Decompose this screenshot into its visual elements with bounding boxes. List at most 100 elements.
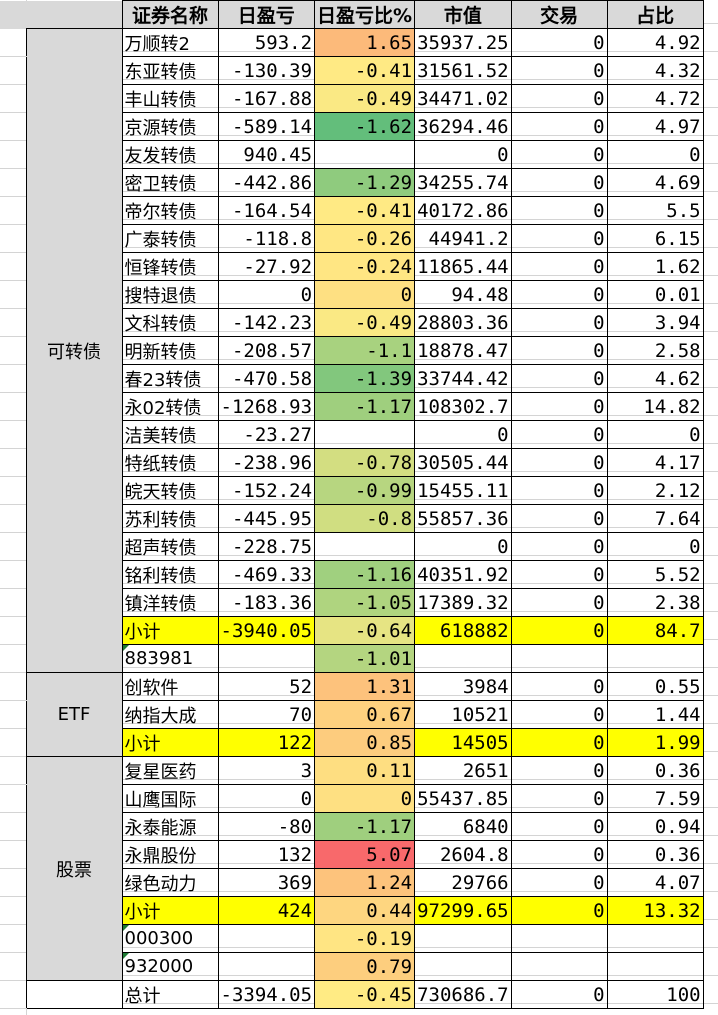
cell-name[interactable]: 万顺转2 — [121, 28, 219, 57]
cell-trade[interactable]: 0 — [510, 504, 608, 533]
cell-name[interactable]: 超声转债 — [121, 532, 219, 561]
cell-trade[interactable]: 0 — [510, 336, 608, 365]
cell-trade[interactable]: 0 — [510, 840, 608, 869]
cell-name[interactable]: 搜特退债 — [121, 280, 219, 309]
cell-market-value[interactable]: 11865.44 — [414, 252, 512, 281]
cell-daily-pnl[interactable]: -208.57 — [217, 336, 316, 365]
cell-trade[interactable]: 0 — [510, 280, 608, 309]
cell-trade[interactable]: 0 — [510, 364, 608, 393]
cell-trade[interactable]: 0 — [510, 168, 608, 197]
cell-trade[interactable]: 0 — [510, 476, 608, 505]
cell-daily-pnl-pct[interactable]: -0.99 — [314, 476, 416, 505]
cell-market-value[interactable]: 0 — [414, 140, 512, 169]
cell-ratio[interactable]: 1.99 — [606, 728, 704, 757]
cell-name[interactable]: 广泰转债 — [121, 224, 219, 253]
cell-daily-pnl-pct[interactable]: 0.67 — [314, 700, 416, 729]
cell-trade[interactable]: 0 — [510, 420, 608, 449]
cell-market-value[interactable] — [414, 952, 512, 981]
cell-ratio[interactable]: 0.01 — [606, 280, 704, 309]
cell-ratio[interactable]: 0 — [606, 420, 704, 449]
cell-trade[interactable]: 0 — [510, 84, 608, 113]
cell-ratio[interactable]: 1.44 — [606, 700, 704, 729]
cell-daily-pnl[interactable]: 0 — [217, 280, 316, 309]
header-market-value[interactable]: 市值 — [414, 0, 512, 29]
cell-trade[interactable] — [510, 644, 608, 673]
cell-name[interactable]: 特纸转债 — [121, 448, 219, 477]
cell-daily-pnl-pct[interactable]: -0.24 — [314, 252, 416, 281]
cell-daily-pnl[interactable]: -164.54 — [217, 196, 316, 225]
cell-name[interactable]: 洁美转债 — [121, 420, 219, 449]
cell-name[interactable]: 小计 — [121, 896, 219, 925]
cell-market-value[interactable]: 40351.92 — [414, 560, 512, 589]
cell-market-value[interactable]: 55857.36 — [414, 504, 512, 533]
header-ratio[interactable]: 占比 — [606, 0, 704, 29]
cell-daily-pnl-pct[interactable]: -1.05 — [314, 588, 416, 617]
cell-daily-pnl-pct[interactable] — [314, 140, 416, 169]
cell-market-value[interactable]: 2651 — [414, 756, 512, 785]
cell-market-value[interactable]: 34255.74 — [414, 168, 512, 197]
cell-daily-pnl-pct[interactable] — [314, 420, 416, 449]
cell-trade[interactable]: 0 — [510, 728, 608, 757]
group-label[interactable]: 股票 — [25, 756, 123, 981]
cell-daily-pnl[interactable]: -445.95 — [217, 504, 316, 533]
cell-daily-pnl[interactable]: -3394.05 — [217, 980, 316, 1009]
cell-daily-pnl[interactable] — [217, 952, 316, 981]
cell-daily-pnl-pct[interactable] — [314, 532, 416, 561]
cell-trade[interactable]: 0 — [510, 140, 608, 169]
cell-market-value[interactable]: 97299.65 — [414, 896, 512, 925]
cell-trade[interactable]: 0 — [510, 980, 608, 1009]
cell-daily-pnl[interactable]: 70 — [217, 700, 316, 729]
cell-daily-pnl[interactable]: -442.86 — [217, 168, 316, 197]
header-trade[interactable]: 交易 — [510, 0, 608, 29]
cell-name[interactable]: 文科转债 — [121, 308, 219, 337]
cell-ratio[interactable]: 0.36 — [606, 840, 704, 869]
cell-daily-pnl-pct[interactable]: -0.78 — [314, 448, 416, 477]
cell-ratio[interactable] — [606, 644, 704, 673]
cell-daily-pnl[interactable]: 593.2 — [217, 28, 316, 57]
cell-daily-pnl[interactable]: -469.33 — [217, 560, 316, 589]
cell-market-value[interactable]: 29766 — [414, 868, 512, 897]
cell-ratio[interactable]: 5.52 — [606, 560, 704, 589]
cell-daily-pnl[interactable]: -3940.05 — [217, 616, 316, 645]
cell-market-value[interactable]: 36294.46 — [414, 112, 512, 141]
cell-daily-pnl[interactable]: -589.14 — [217, 112, 316, 141]
cell-market-value[interactable]: 14505 — [414, 728, 512, 757]
cell-market-value[interactable]: 94.48 — [414, 280, 512, 309]
cell-daily-pnl[interactable]: -183.36 — [217, 588, 316, 617]
cell-name[interactable]: 友发转债 — [121, 140, 219, 169]
cell-name[interactable]: 000300 — [121, 924, 219, 953]
cell-daily-pnl[interactable] — [217, 644, 316, 673]
cell-ratio[interactable]: 4.69 — [606, 168, 704, 197]
cell-daily-pnl-pct[interactable]: -1.17 — [314, 392, 416, 421]
cell-daily-pnl-pct[interactable]: -0.26 — [314, 224, 416, 253]
cell-daily-pnl-pct[interactable]: -1.16 — [314, 560, 416, 589]
cell-name[interactable]: 山鹰国际 — [121, 784, 219, 813]
cell-daily-pnl-pct[interactable]: 1.31 — [314, 672, 416, 701]
cell-daily-pnl[interactable]: -27.92 — [217, 252, 316, 281]
cell-trade[interactable]: 0 — [510, 112, 608, 141]
cell-market-value[interactable]: 10521 — [414, 700, 512, 729]
cell-daily-pnl[interactable]: 122 — [217, 728, 316, 757]
cell-name[interactable]: 苏利转债 — [121, 504, 219, 533]
cell-name[interactable]: 密卫转债 — [121, 168, 219, 197]
cell-daily-pnl-pct[interactable]: -0.8 — [314, 504, 416, 533]
cell-daily-pnl[interactable]: 0 — [217, 784, 316, 813]
cell-trade[interactable]: 0 — [510, 784, 608, 813]
cell-daily-pnl-pct[interactable]: -1.17 — [314, 812, 416, 841]
cell-trade[interactable]: 0 — [510, 672, 608, 701]
cell-daily-pnl[interactable]: -80 — [217, 812, 316, 841]
cell-daily-pnl[interactable]: -228.75 — [217, 532, 316, 561]
cell-trade[interactable]: 0 — [510, 532, 608, 561]
cell-trade[interactable]: 0 — [510, 448, 608, 477]
cell-market-value[interactable]: 34471.02 — [414, 84, 512, 113]
cell-name[interactable]: 京源转债 — [121, 112, 219, 141]
cell-name[interactable]: 帝尔转债 — [121, 196, 219, 225]
cell-ratio[interactable]: 14.82 — [606, 392, 704, 421]
cell-name[interactable]: 932000 — [121, 952, 219, 981]
cell-name[interactable]: 总计 — [121, 980, 219, 1009]
cell-daily-pnl[interactable]: -118.8 — [217, 224, 316, 253]
cell-name[interactable]: 创软件 — [121, 672, 219, 701]
cell-daily-pnl-pct[interactable]: -0.64 — [314, 616, 416, 645]
cell-ratio[interactable]: 0.55 — [606, 672, 704, 701]
cell-trade[interactable]: 0 — [510, 812, 608, 841]
